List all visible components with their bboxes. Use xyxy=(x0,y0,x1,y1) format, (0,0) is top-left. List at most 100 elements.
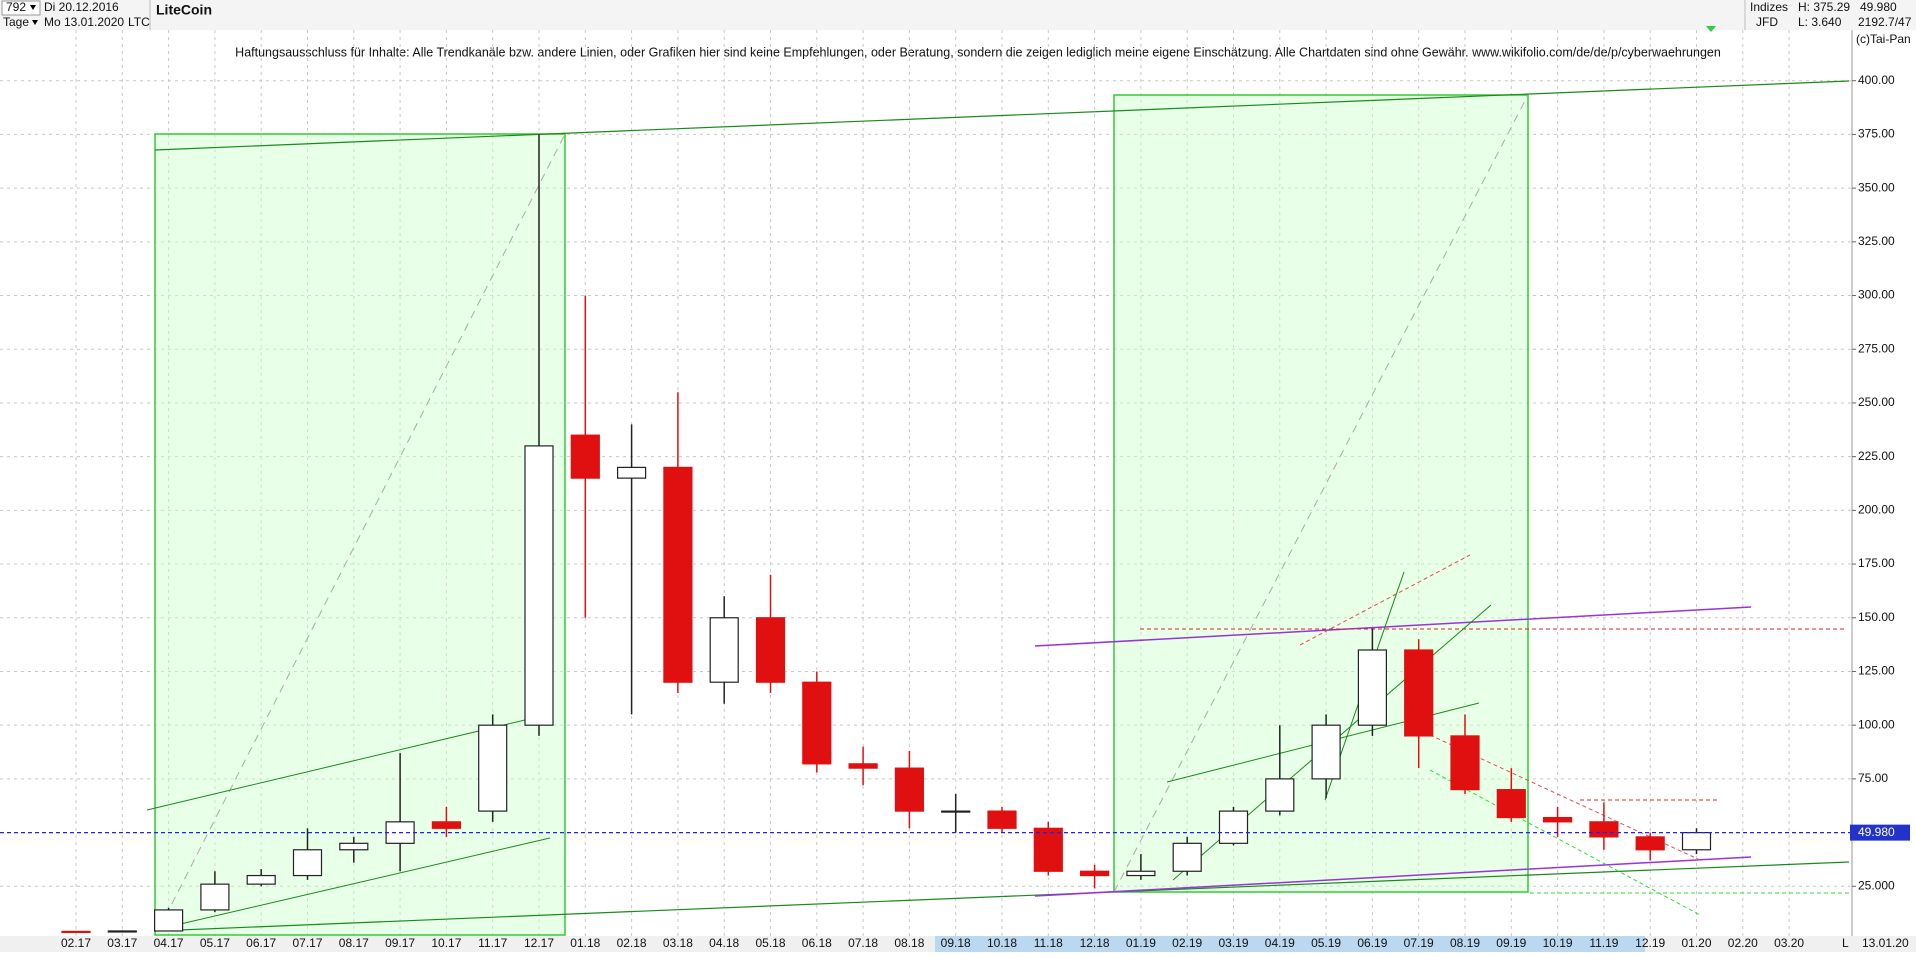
last-price-label: 49.980 xyxy=(1858,825,1895,839)
candle-body xyxy=(1126,870,1156,877)
diagonal xyxy=(158,133,566,930)
x-axis-highlight xyxy=(935,936,1645,952)
x-tick-label: 09.17 xyxy=(385,936,415,950)
x-tick-label: 11.19 xyxy=(1589,936,1618,950)
candle-body xyxy=(246,874,276,885)
y-tick-label: 225.00 xyxy=(1858,449,1895,463)
x-tick-label: 10.18 xyxy=(987,936,1017,950)
x-tick-label: 06.18 xyxy=(802,936,832,950)
end-date[interactable]: Mo 13.01.2020 xyxy=(44,15,124,29)
candle-body xyxy=(524,445,554,726)
y-tick-label: 275.00 xyxy=(1858,341,1895,355)
y-tick-label: 25.000 xyxy=(1858,878,1895,892)
dropdown-arrow xyxy=(32,20,38,25)
candle-body xyxy=(1033,827,1063,872)
x-tick-label: 03.19 xyxy=(1218,936,1248,950)
candle-body xyxy=(431,821,461,829)
y-tick-label: 75.00 xyxy=(1858,771,1888,785)
x-tick-label: 02.18 xyxy=(617,936,647,950)
last-price-badge xyxy=(1850,824,1910,841)
trend-line xyxy=(158,837,551,930)
candle-body xyxy=(663,466,693,683)
y-tick-label: 350.00 xyxy=(1858,180,1895,194)
candle-body xyxy=(755,617,786,683)
x-tick-label: 05.17 xyxy=(200,936,230,950)
candle-body xyxy=(339,842,369,851)
candle-body xyxy=(570,434,600,479)
candle-body xyxy=(709,617,739,683)
candle-body xyxy=(1357,649,1388,726)
symbol: LTC xyxy=(128,15,150,29)
x-tick-label: 08.17 xyxy=(339,936,369,950)
candle-body xyxy=(61,930,91,934)
y-tick-label: 125.00 xyxy=(1858,664,1895,678)
x-tick-label: 05.18 xyxy=(755,936,785,950)
annotations xyxy=(146,80,1850,936)
start-date[interactable]: Di 20.12.2016 xyxy=(44,0,119,14)
candle-body xyxy=(1635,836,1665,851)
x-tick-label: 09.18 xyxy=(941,936,971,950)
x-tick-label: 06.17 xyxy=(246,936,276,950)
candle-body xyxy=(848,763,878,769)
y-tick-label: 400.00 xyxy=(1858,73,1895,87)
x-tick-label: 01.18 xyxy=(570,936,600,950)
candle-body xyxy=(200,883,230,911)
market: Indizes xyxy=(1750,0,1788,14)
x-tick-label: 05.19 xyxy=(1311,936,1341,950)
x-tick-label: 12.17 xyxy=(524,936,554,950)
x-tick-label: 02.17 xyxy=(61,936,91,950)
x-tick-label: 07.18 xyxy=(848,936,878,950)
candles xyxy=(61,134,1712,934)
x-tick-label: 02.20 xyxy=(1728,936,1758,950)
header-bar xyxy=(0,0,1916,30)
x-tick-label: 07.19 xyxy=(1404,936,1434,950)
x-tick-label: 02.19 xyxy=(1172,936,1202,950)
trend-line xyxy=(154,861,1850,932)
scale-mode[interactable]: L xyxy=(1842,936,1849,950)
candle-body xyxy=(107,930,137,933)
y-tick-label: 300.00 xyxy=(1858,288,1895,302)
y-tick-label: 150.00 xyxy=(1858,610,1895,624)
x-tick-label: 01.20 xyxy=(1681,936,1711,950)
candle-body xyxy=(1450,735,1480,791)
candle-body xyxy=(292,849,323,877)
x-tick-label: 04.19 xyxy=(1265,936,1295,950)
disclaimer: Haftungsausschluss für Inhalte: Alle Tre… xyxy=(235,45,1721,59)
candle-body xyxy=(1542,816,1573,823)
x-tick-label: 12.18 xyxy=(1080,936,1110,950)
y-tick-label: 325.00 xyxy=(1858,234,1895,248)
candle-body xyxy=(154,909,184,932)
x-tick-label: 03.20 xyxy=(1774,936,1804,950)
candle-body xyxy=(1311,724,1341,780)
candle-body xyxy=(1496,789,1526,819)
candle-body xyxy=(1404,649,1434,737)
trend-line xyxy=(1034,856,1752,897)
candle-body xyxy=(1265,778,1295,812)
x-tick-label: 07.17 xyxy=(292,936,322,950)
candle-body xyxy=(1589,821,1619,838)
candle-body xyxy=(1681,831,1712,851)
candle-body xyxy=(1218,810,1249,844)
chart-title: LiteCoin xyxy=(156,2,212,18)
grid xyxy=(0,30,1852,936)
y-tick-label: 375.00 xyxy=(1858,127,1895,141)
x-tick-label: 03.17 xyxy=(107,936,137,950)
y-tick-label: 100.00 xyxy=(1858,717,1895,731)
candle-body xyxy=(802,681,832,765)
x-tick-label: 11.18 xyxy=(1034,936,1063,950)
count-select[interactable] xyxy=(1,0,41,16)
y-tick-label: 175.00 xyxy=(1858,556,1895,570)
x-tick-label: 10.19 xyxy=(1543,936,1573,950)
copyright: (c)Tai-Pan xyxy=(1856,32,1911,46)
candle-body xyxy=(894,767,925,812)
candle-body xyxy=(987,810,1017,829)
candle-body xyxy=(1172,842,1202,872)
x-tick-label: 12.19 xyxy=(1635,936,1665,950)
x-tick-label: 03.18 xyxy=(663,936,693,950)
candle-body xyxy=(478,724,508,812)
diagonal xyxy=(1113,94,1529,893)
x-tick-label: 01.19 xyxy=(1126,936,1156,950)
count: 792 xyxy=(6,0,26,14)
period[interactable]: Tage xyxy=(3,15,29,29)
